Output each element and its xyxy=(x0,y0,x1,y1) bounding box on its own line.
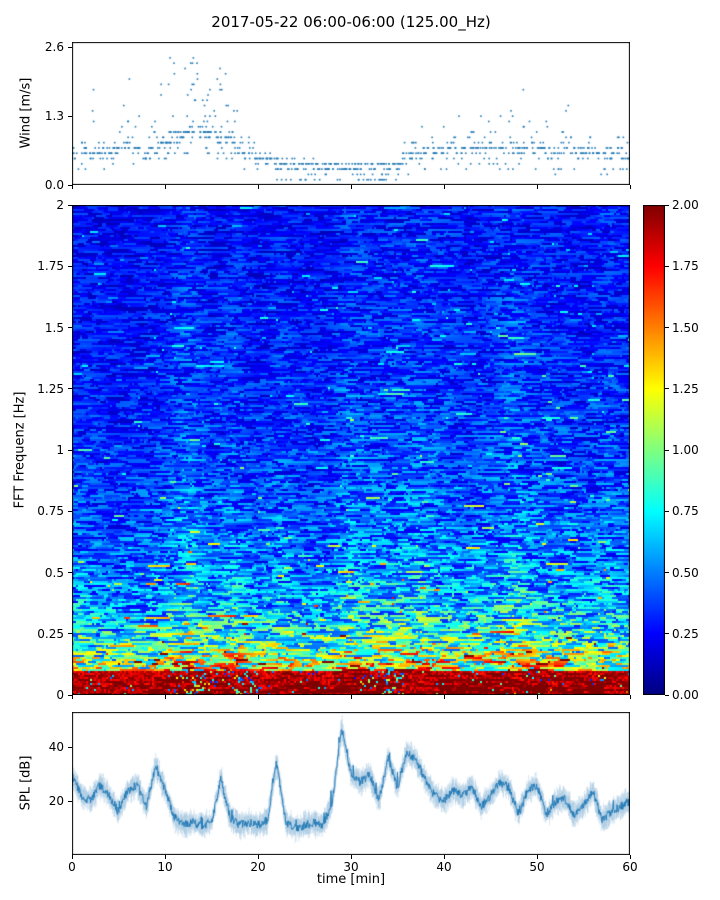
colorbar xyxy=(643,205,665,695)
wind-x-tick xyxy=(257,185,259,189)
spl-y-tick xyxy=(68,746,72,748)
spectrogram-heatmap xyxy=(72,205,630,695)
x-axis-label: time [min] xyxy=(316,872,386,887)
spectrogram-x-tick xyxy=(71,695,73,699)
wind-y-tick xyxy=(68,184,72,186)
x-tick-label: 30 xyxy=(343,860,359,874)
x-tick-label: 20 xyxy=(250,860,266,874)
spl-x-tick xyxy=(536,855,538,859)
x-tick-label: 40 xyxy=(436,860,452,874)
spectrogram-y-tick-label: 0 xyxy=(56,688,64,702)
colorbar-tick-label: 0.00 xyxy=(672,688,699,702)
x-tick-label: 50 xyxy=(529,860,545,874)
spectrogram-y-tick-label: 1.25 xyxy=(37,381,64,396)
spectrogram-y-tick xyxy=(68,265,72,267)
wind-y-axis-label: Wind [m/s] xyxy=(18,77,34,149)
x-tick-label: 60 xyxy=(622,860,638,874)
spectrogram-x-tick xyxy=(536,695,538,699)
spectrogram-y-tick xyxy=(68,510,72,512)
colorbar-tick xyxy=(665,265,669,267)
x-tick-label: 10 xyxy=(157,860,173,874)
spl-x-tick xyxy=(71,855,73,859)
spl-x-tick xyxy=(350,855,352,859)
spl-y-tick-label: 20 xyxy=(48,794,64,809)
colorbar-tick-label: 0.25 xyxy=(672,626,699,641)
spectrogram-y-tick xyxy=(68,694,72,696)
wind-x-tick xyxy=(629,185,631,189)
wind-x-tick xyxy=(350,185,352,189)
spl-line-plot xyxy=(72,712,630,855)
spectrogram-y-tick-label: 1.75 xyxy=(37,259,64,274)
spl-y-tick xyxy=(68,800,72,802)
wind-x-tick xyxy=(443,185,445,189)
colorbar-tick-label: 0.50 xyxy=(672,565,699,580)
spectrogram-x-tick xyxy=(257,695,259,699)
wind-scatter-plot xyxy=(72,42,630,185)
spl-y-axis-label: SPL [dB] xyxy=(18,755,34,811)
colorbar-tick xyxy=(665,449,669,451)
colorbar-tick xyxy=(665,388,669,390)
wind-x-tick xyxy=(536,185,538,189)
spectrogram-x-tick xyxy=(443,695,445,699)
colorbar-tick-label: 0.75 xyxy=(672,504,699,519)
spectrogram-y-axis-label: FFT Frequenz [Hz] xyxy=(12,391,28,509)
spectrogram-y-tick-label: 1.5 xyxy=(44,320,64,335)
wind-y-tick xyxy=(68,46,72,48)
spectrogram-y-tick-label: 0.5 xyxy=(44,565,64,580)
spectrogram-x-tick xyxy=(164,695,166,699)
colorbar-tick-label: 1.25 xyxy=(672,381,699,396)
spl-y-tick-label: 40 xyxy=(48,740,64,755)
spl-x-tick xyxy=(164,855,166,859)
colorbar-tick xyxy=(665,694,669,696)
colorbar-tick xyxy=(665,633,669,635)
colorbar-tick xyxy=(665,510,669,512)
wind-x-tick xyxy=(164,185,166,189)
wind-y-tick xyxy=(68,115,72,117)
spectrogram-y-tick xyxy=(68,388,72,390)
spectrogram-y-tick-label: 1 xyxy=(56,443,64,457)
wind-y-tick-label: 2.6 xyxy=(44,40,64,55)
spl-x-tick xyxy=(629,855,631,859)
colorbar-tick-label: 2.00 xyxy=(672,198,699,212)
wind-y-tick-label: 1.3 xyxy=(44,109,64,124)
spectrogram-y-tick xyxy=(68,449,72,451)
spectrogram-y-tick xyxy=(68,327,72,328)
spectrogram-y-tick-label: 2 xyxy=(56,198,64,212)
spectrogram-x-tick xyxy=(629,695,631,699)
spectrogram-x-tick xyxy=(350,695,352,699)
x-tick-label: 0 xyxy=(68,860,76,874)
colorbar-tick-label: 1.00 xyxy=(672,443,699,457)
colorbar-tick xyxy=(665,327,669,328)
plot-title: 2017-05-22 06:00-06:00 (125.00_Hz) xyxy=(211,13,491,31)
spl-x-tick xyxy=(443,855,445,859)
colorbar-tick xyxy=(665,572,669,573)
spectrogram-y-tick xyxy=(68,572,72,573)
wind-y-tick-label: 0.0 xyxy=(44,178,64,192)
wind-x-tick xyxy=(71,185,73,189)
colorbar-tick-label: 1.75 xyxy=(672,259,699,274)
spectrogram-y-tick xyxy=(68,204,72,206)
colorbar-tick-label: 1.50 xyxy=(672,320,699,335)
spectrogram-y-tick-label: 0.75 xyxy=(37,504,64,519)
spectrogram-y-tick xyxy=(68,633,72,635)
spl-x-tick xyxy=(257,855,259,859)
colorbar-tick xyxy=(665,204,669,206)
spectrogram-y-tick-label: 0.25 xyxy=(37,626,64,641)
